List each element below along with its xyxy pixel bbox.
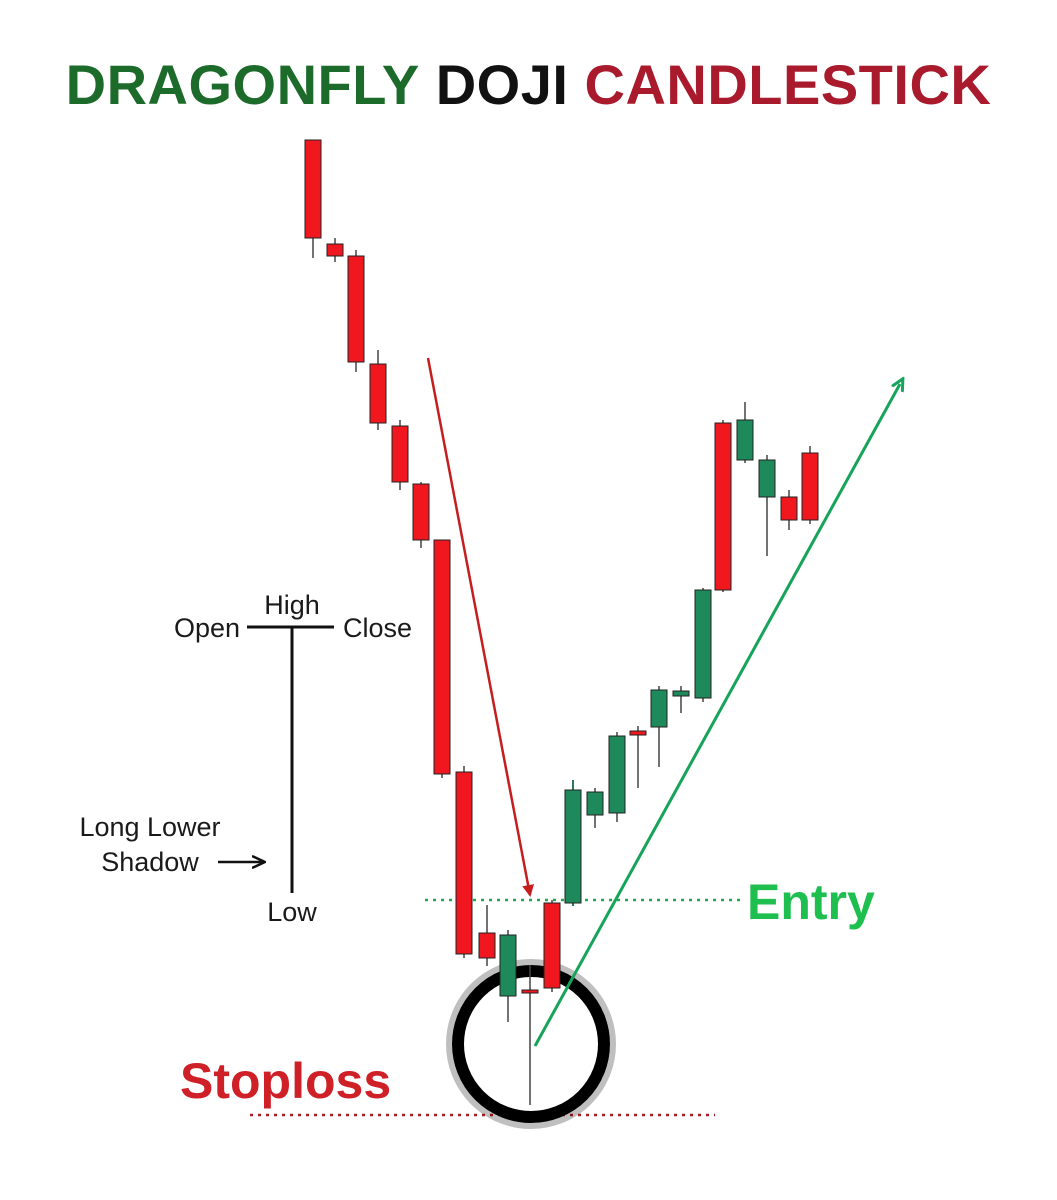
candle-bear (433, 539, 451, 778)
candle-body (369, 363, 387, 424)
anatomy-close-label: Close (343, 613, 412, 643)
candle-body (780, 496, 798, 521)
candle-bear (543, 900, 561, 992)
candle-bear (521, 965, 539, 1105)
candle-bull (672, 686, 690, 713)
candle-body (650, 689, 668, 728)
candle-body (714, 422, 732, 591)
candle-bear (347, 250, 365, 372)
candles-group (304, 139, 819, 1105)
candle-body (672, 690, 690, 697)
doji-highlight-glow (446, 959, 616, 1129)
candle-body (433, 539, 451, 775)
candle-bear (326, 238, 344, 262)
diagram-title: DRAGONFLY DOJI CANDLESTICK (0, 52, 1057, 117)
candle-body (478, 932, 496, 959)
candle-body (499, 934, 517, 997)
candle-bull (499, 930, 517, 1022)
title-word-dragonfly: DRAGONFLY (65, 53, 420, 116)
candle-body (521, 989, 539, 994)
candle-bull (608, 732, 626, 822)
candle-bear (391, 420, 409, 490)
candle-body (694, 589, 712, 699)
candle-bear (714, 420, 732, 592)
candle-bear (369, 350, 387, 430)
candle-bear (412, 482, 430, 548)
anatomy-open-label: Open (174, 613, 240, 643)
candle-body (543, 902, 561, 989)
anatomy-shadow-label-line1: Long Lower (79, 812, 220, 842)
uptrend-arrow (533, 384, 900, 1047)
candle-bull (650, 686, 668, 767)
candle-bear (304, 139, 322, 258)
candle-bear (455, 766, 473, 958)
candle-body (801, 452, 819, 521)
candle-body (629, 730, 647, 736)
candle-body (347, 255, 365, 363)
entry-label: Entry (747, 874, 875, 930)
candle-bear (801, 446, 819, 524)
candle-body (736, 419, 754, 461)
candle-body (564, 789, 582, 904)
candle-bear (478, 905, 496, 966)
stoploss-label: Stoploss (180, 1053, 391, 1109)
candle-body (326, 243, 344, 257)
candle-bull (736, 402, 754, 463)
candle-body (412, 483, 430, 541)
candle-bull (694, 588, 712, 702)
candle-bull (758, 455, 776, 556)
anatomy-shadow-label-line2: Shadow (101, 847, 199, 877)
candle-body (608, 735, 626, 814)
anatomy-low-label: Low (267, 897, 317, 927)
candle-bull (586, 788, 604, 828)
downtrend-arrow (426, 357, 535, 897)
candle-body (758, 459, 776, 498)
candle-body (304, 139, 322, 239)
anatomy-high-label: High (264, 590, 320, 620)
title-word-candlestick: CANDLESTICK (584, 53, 992, 116)
doji-highlight-circle (452, 965, 610, 1123)
candle-bear (629, 726, 647, 788)
title-word-doji: DOJI (435, 53, 569, 116)
candle-body (391, 425, 409, 483)
candle-doji (564, 780, 582, 906)
candle-bear (780, 490, 798, 530)
candle-body (586, 791, 604, 816)
candle-body (455, 771, 473, 955)
